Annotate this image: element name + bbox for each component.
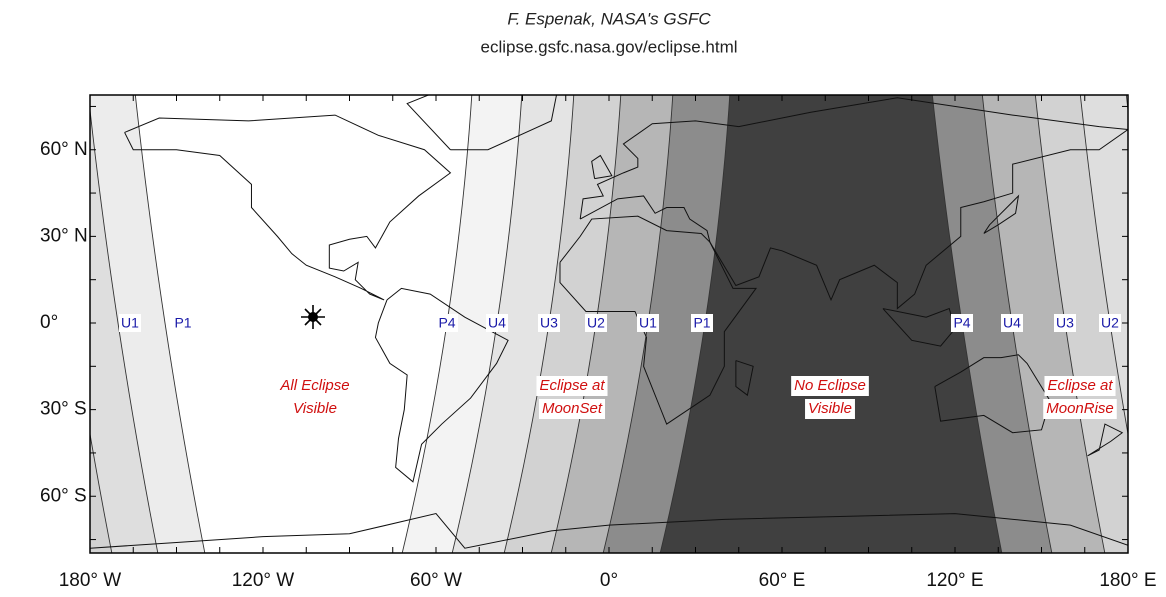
contact-curve [90,106,159,553]
header-url: eclipse.gsfc.nasa.gov/eclipse.html [480,37,737,56]
contact-label-box [436,314,458,332]
region-label-box [1043,399,1117,419]
y-axis-label: 60° S [40,485,87,506]
y-axis-label: 30° S [40,399,87,420]
x-axis-label: 60° W [410,570,462,591]
contact-label-box [585,314,607,332]
x-axis-label: 180° W [59,570,122,591]
contact-label-box [486,314,508,332]
coastline [934,354,1051,434]
contact-label-box [1099,314,1121,332]
region-label: Visible [293,400,337,417]
coastline [374,287,509,483]
contact-label-box [172,314,194,332]
band [452,95,574,553]
contact-label: U2 [1101,315,1119,331]
coastline [124,114,452,301]
y-axis-label: 0° [40,312,58,333]
coastline [90,513,1128,549]
x-axis-label: 120° E [926,570,983,591]
region-label-box [791,376,869,396]
contact-label: P1 [693,315,710,331]
band [932,95,1052,553]
map-labels: 180° W 120° W 60° W 0° 60° E 120° E 180° E 60° … [40,139,1157,591]
contact-label-box [119,314,141,332]
band [90,110,158,553]
contact-curve [134,95,206,553]
region-label-box [1044,376,1116,396]
region-label-box [536,376,608,396]
header-author: F. Espenak, NASA's GSFC [507,9,711,28]
coastline [591,154,613,180]
coastline [1087,423,1124,457]
contact-label-box [691,314,713,332]
x-axis-label: 0° [600,570,618,591]
region-label: Visible [808,400,852,417]
x-axis-label: 60° E [759,570,806,591]
band [1126,95,1128,111]
contact-label: U4 [1003,315,1021,331]
contact-label-box [637,314,659,332]
band [660,95,1002,553]
contact-label: U1 [121,315,139,331]
coastline [983,194,1020,234]
x-axis-label: 120° W [232,570,295,591]
band [0,86,15,560]
region-label-box [538,399,606,419]
frame-ticks [89,95,1129,553]
region-label: Eclipse at [539,377,605,394]
coastline [735,360,754,397]
band [90,434,112,553]
region-label: MoonRise [1046,400,1114,417]
region-label: Eclipse at [1047,377,1113,394]
coastline [579,97,1128,310]
band [982,95,1105,553]
band [504,95,621,553]
region-label: MoonSet [542,400,603,417]
band [551,95,673,553]
contact-label: U2 [587,315,605,331]
x-axis-label: 180° E [1099,570,1156,591]
region-label-box [805,399,855,419]
contact-label: U1 [639,315,657,331]
coastlines [90,95,1128,549]
contact-label-box [951,314,973,332]
contact-label: U4 [488,315,506,331]
visibility-bands [0,86,1128,560]
coastline [406,95,558,151]
contact-curve [90,431,113,553]
band [1080,95,1128,435]
contact-label: U3 [1056,315,1074,331]
contact-label: P4 [438,315,455,331]
contact-label: P4 [953,315,970,331]
contact-label-box [1001,314,1023,332]
region-label: No Eclipse [794,377,866,394]
band [603,95,730,553]
contact-label: P1 [174,315,191,331]
contact-label: U3 [540,315,558,331]
region-label: All Eclipse [279,377,349,394]
y-axis-label: 60° N [40,139,88,160]
sub-solar-marker [301,305,325,329]
band [90,95,205,553]
band [402,95,522,553]
contact-label-box [538,314,560,332]
y-axis-label: 30° N [40,225,88,246]
contact-curve [1125,95,1128,115]
coastline [559,215,758,425]
contact-curve [0,86,15,560]
band [1035,95,1128,553]
contact-label-box [1054,314,1076,332]
